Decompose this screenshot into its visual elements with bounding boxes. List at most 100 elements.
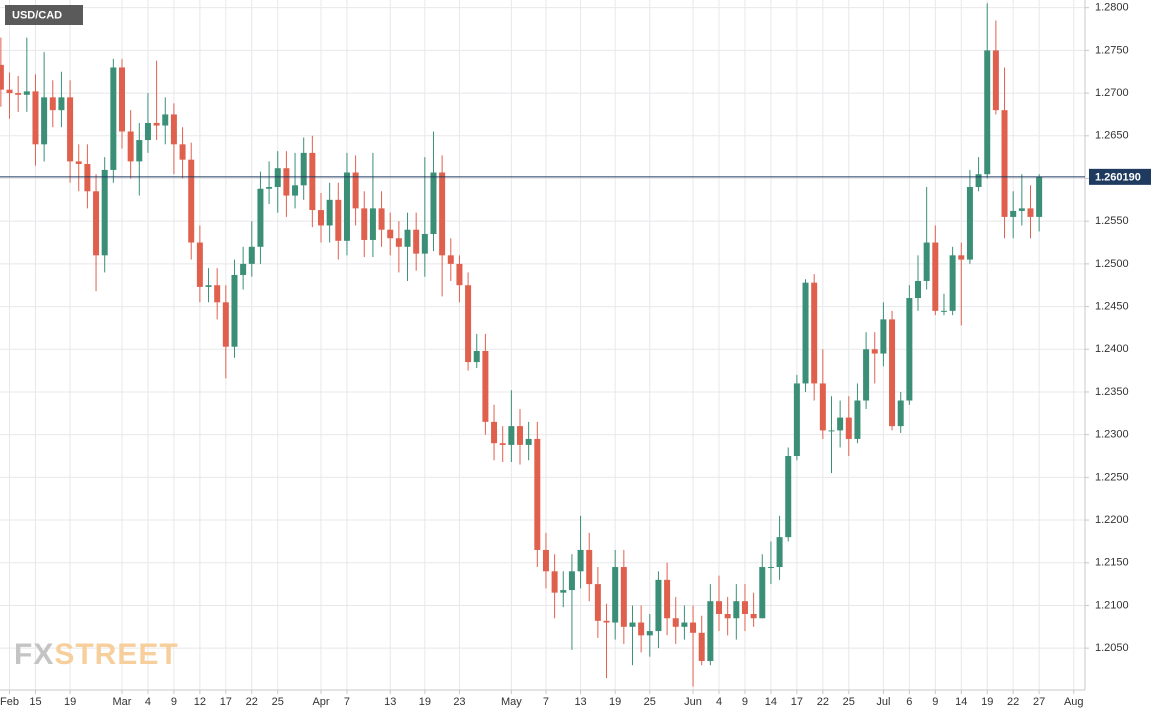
candle-body <box>534 438 541 550</box>
y-tick-label: 1.2400 <box>1095 343 1129 355</box>
y-tick-label: 1.2100 <box>1095 599 1129 611</box>
x-tick-label: 17 <box>791 696 803 708</box>
y-tick-label: 1.2150 <box>1095 557 1129 569</box>
watermark-street: STREET <box>54 638 178 671</box>
candle-body <box>724 613 731 619</box>
candle-body <box>32 91 39 145</box>
candle-body <box>23 91 30 95</box>
candle-body <box>551 571 558 593</box>
watermark: FXSTREET <box>14 638 179 671</box>
candle-body <box>1027 208 1034 217</box>
candle-body <box>915 280 922 299</box>
candle-body <box>1018 208 1025 211</box>
candle-body <box>292 185 299 196</box>
candle-body <box>525 438 532 445</box>
candle-body <box>811 282 818 384</box>
candle-body <box>127 131 134 162</box>
title-background <box>5 5 83 25</box>
x-tick-label: 25 <box>843 696 855 708</box>
candle-body <box>897 400 904 427</box>
candle-body <box>413 229 420 254</box>
last-price-label: 1.260190 <box>1095 171 1141 183</box>
plot-area <box>0 0 1085 690</box>
candle-body <box>577 549 584 572</box>
x-tick-label: 25 <box>272 696 284 708</box>
x-tick-label: 25 <box>644 696 656 708</box>
candle-body <box>240 263 247 275</box>
x-tick-label: 13 <box>574 696 586 708</box>
candle-body <box>681 622 688 627</box>
candle-body <box>41 97 48 145</box>
candle-body <box>473 350 480 363</box>
x-tick-label: Apr <box>312 696 329 708</box>
x-tick-label: 13 <box>384 696 396 708</box>
watermark-fx: FX <box>14 638 54 671</box>
candle-body <box>1001 110 1008 217</box>
candle-body <box>612 567 619 623</box>
candle-body <box>326 199 333 226</box>
x-tick-label: Feb <box>0 696 19 708</box>
candle-body <box>136 140 143 162</box>
candle-body <box>750 613 757 619</box>
x-tick-label: 22 <box>246 696 258 708</box>
candle-body <box>741 601 748 614</box>
candle-body <box>309 152 316 211</box>
candle-body <box>655 579 662 632</box>
candle-body <box>958 255 965 260</box>
candle-body <box>361 208 368 240</box>
candle-body <box>283 168 290 196</box>
candle-body <box>421 233 428 254</box>
candle-body <box>118 67 125 132</box>
candle-body <box>603 620 610 623</box>
candle-body <box>620 567 627 627</box>
x-tick-label: 7 <box>543 696 549 708</box>
candle-body <box>759 567 766 619</box>
x-tick-label: May <box>501 696 522 708</box>
x-tick-label: Mar <box>113 696 132 708</box>
grid <box>0 0 1085 690</box>
x-tick-label: 14 <box>765 696 777 708</box>
candle-body <box>1010 210 1017 217</box>
candle-body <box>845 417 852 439</box>
candle-body <box>6 89 13 94</box>
x-tick-label: 17 <box>220 696 232 708</box>
candle-body <box>144 122 151 141</box>
x-tick-label: 4 <box>145 696 151 708</box>
x-tick-label: 27 <box>1033 696 1045 708</box>
candle-body <box>274 168 281 188</box>
candle-body <box>776 537 783 568</box>
x-tick-label: 22 <box>1007 696 1019 708</box>
y-tick-label: 1.2300 <box>1095 429 1129 441</box>
candle-body <box>447 255 454 264</box>
x-tick-label: 19 <box>609 696 621 708</box>
candle-body <box>568 571 575 591</box>
watermark-text: FXSTREET <box>14 638 179 671</box>
y-tick-label: 1.2050 <box>1095 642 1129 654</box>
x-tick-label: 19 <box>64 696 76 708</box>
candle-body <box>984 50 991 175</box>
candle-body <box>508 426 515 445</box>
candle-body <box>318 210 325 226</box>
candle-body <box>646 631 653 636</box>
candle-body <box>923 242 930 281</box>
candle-body <box>93 191 100 256</box>
candle-body <box>378 208 385 230</box>
candle-body <box>638 622 645 636</box>
x-tick-label: Jun <box>684 696 702 708</box>
candle-body <box>170 114 177 145</box>
candle-body <box>335 199 342 241</box>
candle-body <box>837 417 844 431</box>
candle-body <box>802 282 809 384</box>
candle-body <box>542 549 549 572</box>
y-tick-label: 1.2500 <box>1095 258 1129 270</box>
x-tick-label: 19 <box>419 696 431 708</box>
candle-body <box>248 246 255 264</box>
candle-body <box>343 172 350 241</box>
candle-body <box>992 50 999 111</box>
title-box: USD/CAD <box>5 5 83 25</box>
candle-body <box>395 238 402 247</box>
candle-body <box>75 161 82 164</box>
x-tick-label: Aug <box>1064 696 1084 708</box>
candle-body <box>369 208 376 240</box>
